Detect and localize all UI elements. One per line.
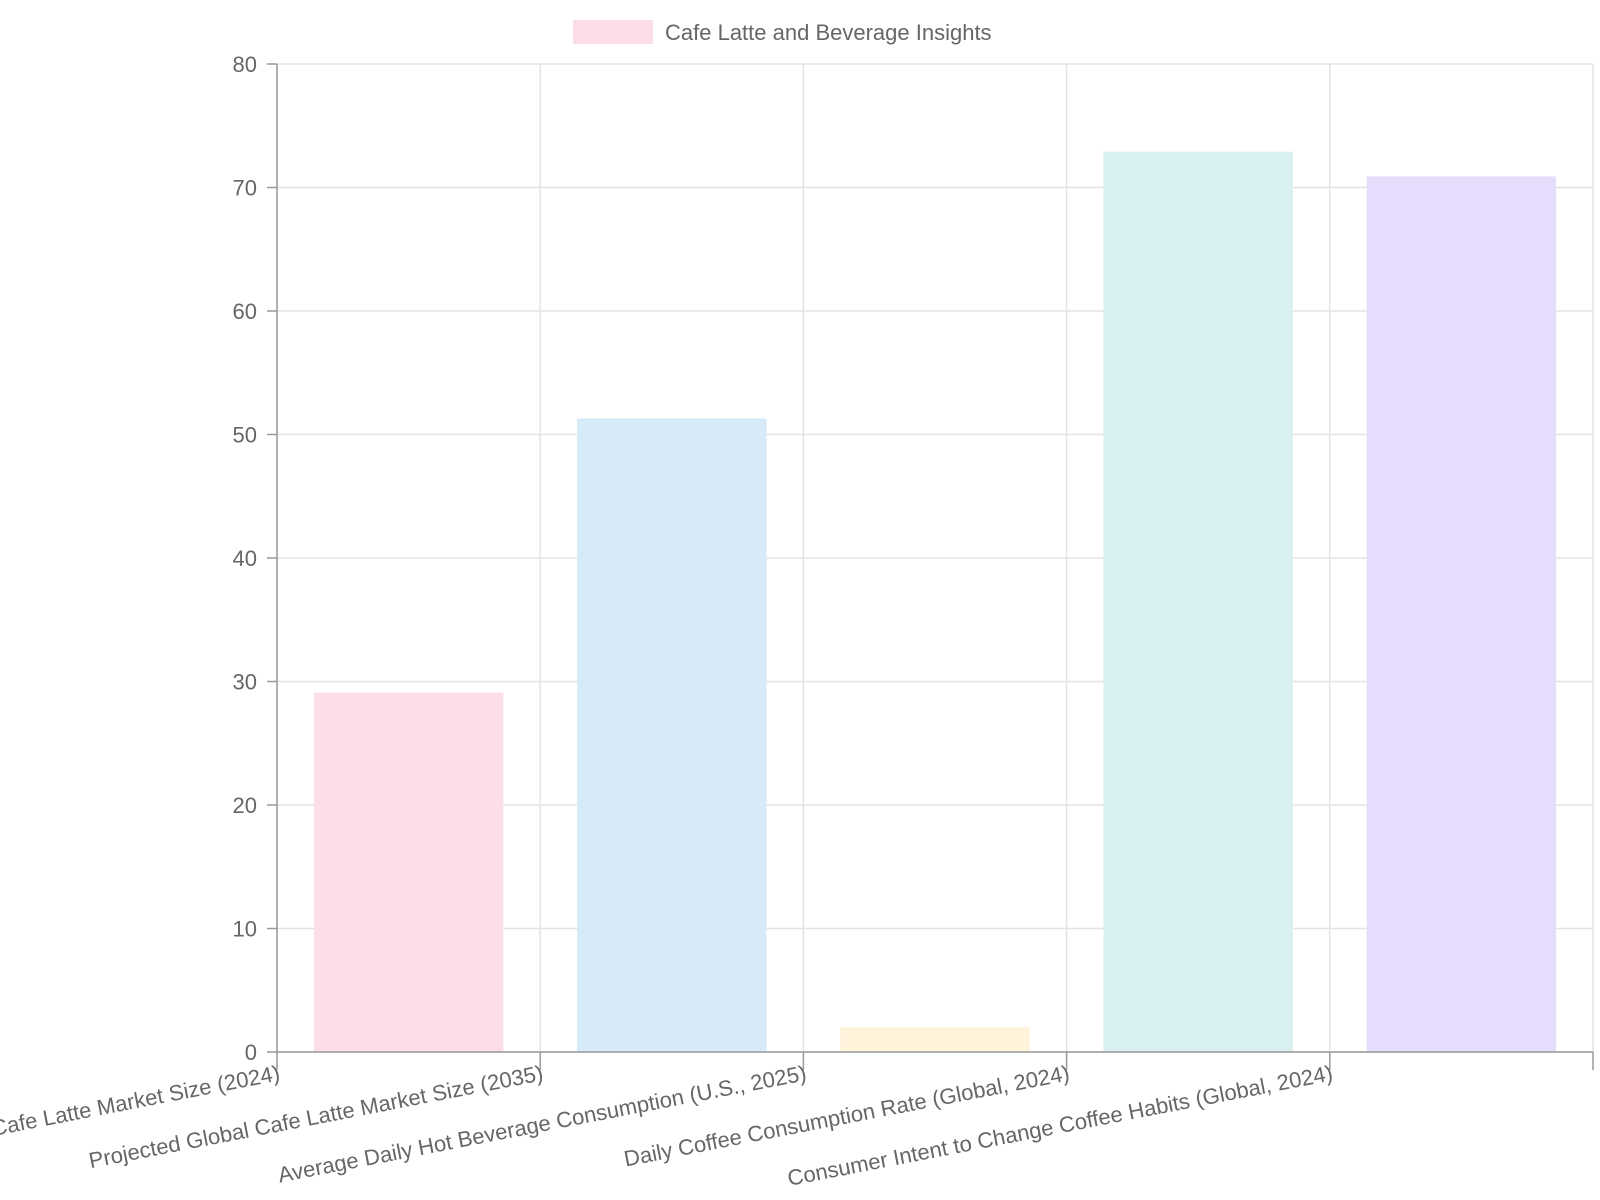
y-tick-label: 80 [233,52,257,77]
bar[interactable] [313,692,504,1052]
bars [313,151,1557,1052]
y-tick-label: 60 [233,299,257,324]
y-tick-label: 40 [233,546,257,571]
y-tick-label: 20 [233,793,257,818]
y-tick-label: 0 [245,1040,257,1065]
bar[interactable] [1103,151,1293,1052]
bar[interactable] [840,1027,1030,1052]
y-tick-label: 30 [233,670,257,695]
x-axis-ticks: Global Cafe Latte Market Size (2024)Proj… [0,1052,1594,1191]
bar[interactable] [1366,176,1557,1052]
legend[interactable]: Cafe Latte and Beverage Insights [573,20,992,45]
bar[interactable] [577,418,767,1052]
legend-label: Cafe Latte and Beverage Insights [665,20,992,45]
y-tick-label: 50 [233,423,257,448]
y-axis-ticks: 0 10 20 30 40 50 60 70 80 [233,52,277,1065]
legend-swatch [573,20,653,44]
grid-lines [276,63,1594,1053]
y-tick-label: 10 [233,917,257,942]
y-tick-label: 70 [233,176,257,201]
